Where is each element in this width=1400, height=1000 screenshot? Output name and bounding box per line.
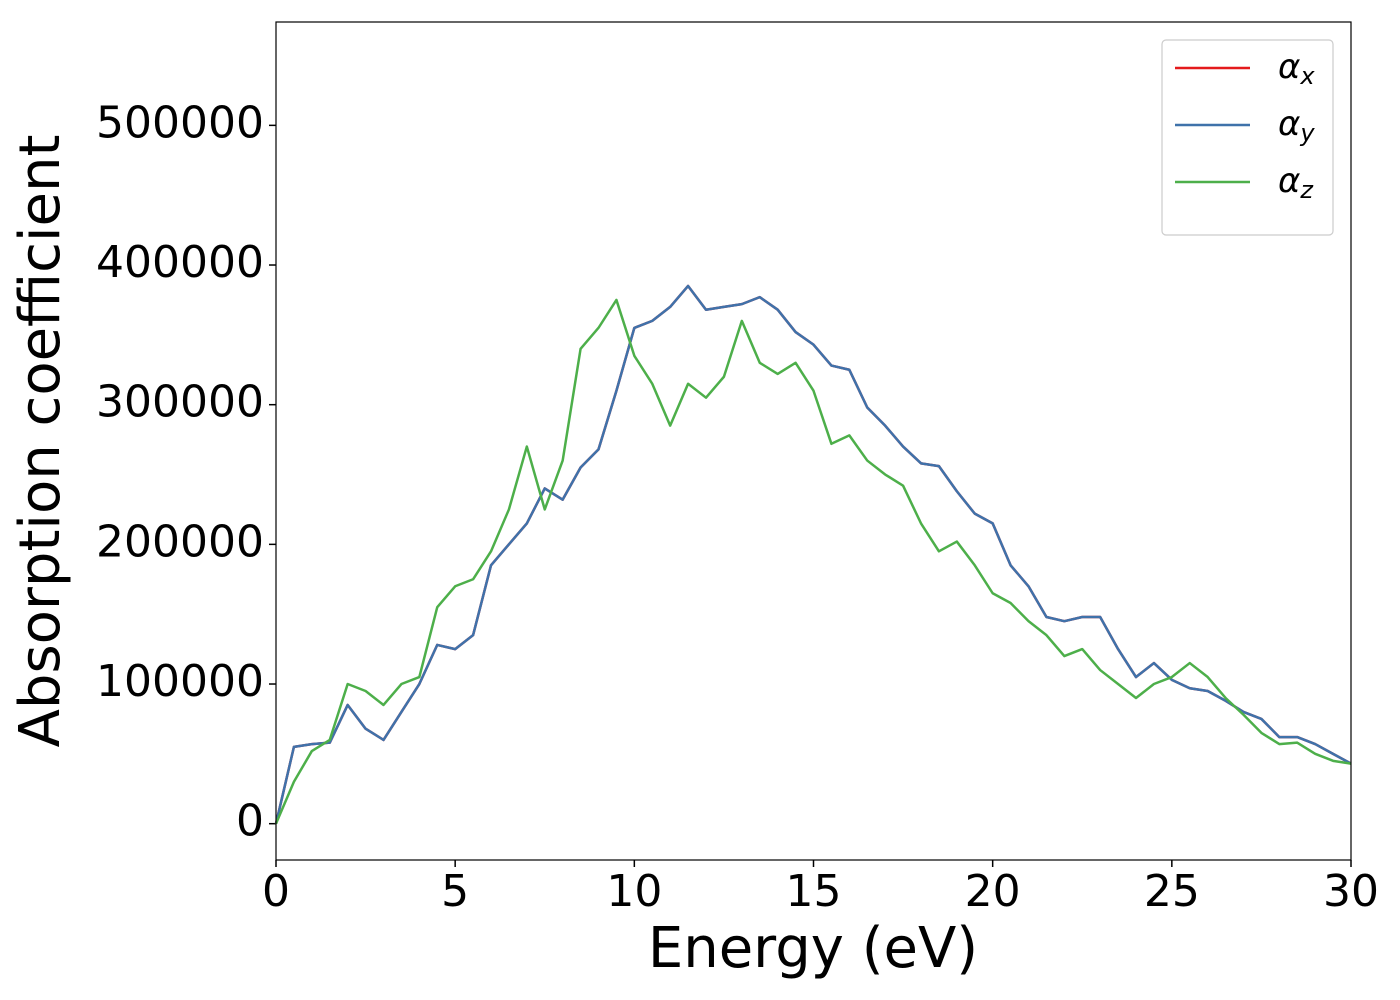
y-tick-label: 200000	[96, 516, 264, 567]
x-tick-label: 15	[786, 866, 842, 917]
y-tick-label: 300000	[96, 377, 264, 428]
data-line	[274, 298, 1352, 825]
x-axis-label: Energy (eV)	[648, 916, 978, 981]
legend-box	[1161, 39, 1334, 236]
x-tick-label: 10	[606, 866, 662, 917]
x-tick-label: 20	[965, 866, 1021, 917]
y-tick-label: 400000	[96, 237, 264, 288]
x-tick-label: 5	[441, 866, 469, 917]
data-line	[274, 284, 1352, 824]
x-tick-label: 0	[262, 866, 290, 917]
plot-frame	[275, 21, 1352, 861]
y-axis-label: Absorption coefficient	[8, 135, 73, 748]
legend-label: αz	[1278, 161, 1314, 205]
y-tick-label: 100000	[96, 656, 264, 707]
y-tick-label: 0	[236, 796, 264, 847]
legend-label: αy	[1278, 104, 1315, 148]
legend-label: αx	[1278, 47, 1315, 91]
x-tick-label: 30	[1323, 866, 1379, 917]
x-tick-label: 25	[1144, 866, 1200, 917]
y-tick-label: 500000	[96, 97, 264, 148]
